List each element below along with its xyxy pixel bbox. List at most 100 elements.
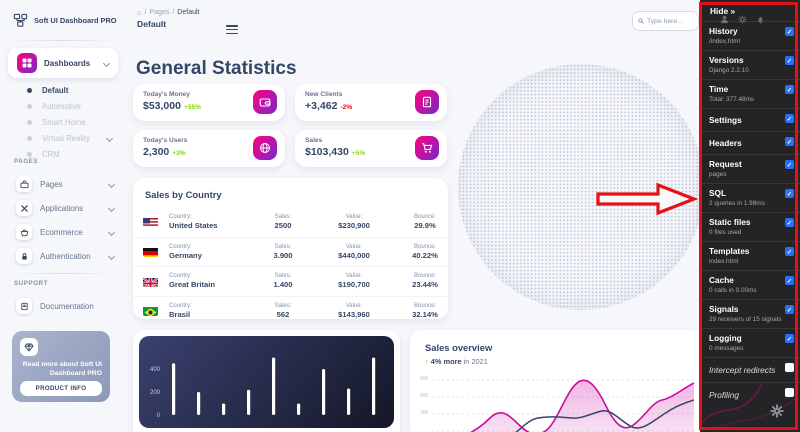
globe-icon bbox=[253, 136, 277, 160]
panel-label[interactable]: Versions bbox=[709, 55, 744, 65]
sidebar-item-default[interactable]: Default bbox=[0, 82, 126, 98]
flag-germany-icon bbox=[143, 246, 158, 258]
djdt-panel-history[interactable]: History/index.html bbox=[700, 21, 800, 50]
stat-label: Today's Money bbox=[143, 91, 190, 98]
bar-chart-panel: 0 200 400 bbox=[139, 336, 394, 428]
panel-checkbox[interactable] bbox=[785, 305, 794, 314]
page-title: Default bbox=[137, 19, 167, 29]
djdt-panel-static-files[interactable]: Static files 0 files used bbox=[700, 212, 800, 241]
panel-checkbox[interactable] bbox=[785, 276, 794, 285]
card-subtitle: ↑ 4% more in 2021 bbox=[425, 357, 488, 366]
breadcrumb-separator: / bbox=[172, 9, 175, 16]
table-row: Country: United States Sales: 2500 Value: $… bbox=[133, 207, 448, 237]
value-value: $143,960 bbox=[338, 309, 370, 319]
panel-checkbox[interactable] bbox=[785, 334, 794, 343]
svg-text:0: 0 bbox=[157, 413, 161, 419]
col-label: Value: bbox=[345, 273, 363, 280]
sidebar-item-label: Automotive bbox=[42, 101, 82, 111]
header-ghost-icons bbox=[720, 15, 765, 24]
panel-label[interactable]: Headers bbox=[709, 138, 742, 148]
panel-checkbox[interactable] bbox=[785, 247, 794, 256]
panel-label[interactable]: Signals bbox=[709, 304, 739, 314]
panel-checkbox[interactable] bbox=[785, 218, 794, 227]
panel-checkbox[interactable] bbox=[785, 160, 794, 169]
stat-value: 2,300 bbox=[143, 146, 170, 158]
djdt-panel-templates[interactable]: Templates index.html bbox=[700, 241, 800, 270]
col-label: Sales: bbox=[274, 243, 292, 250]
panel-checkbox[interactable] bbox=[785, 27, 794, 36]
home-icon[interactable] bbox=[137, 8, 142, 17]
panel-label[interactable]: History bbox=[709, 26, 738, 36]
wallet-icon bbox=[253, 90, 277, 114]
sidebar-item-smart-home[interactable]: Smart Home bbox=[0, 114, 126, 130]
col-label: Value: bbox=[345, 243, 363, 250]
col-label: Value: bbox=[345, 213, 363, 220]
panel-sub: /index.html bbox=[709, 38, 740, 45]
panel-checkbox[interactable] bbox=[785, 56, 794, 65]
breadcrumb-separator: / bbox=[144, 9, 147, 16]
sidebar-item-authentication[interactable]: Authentication bbox=[0, 244, 126, 268]
section-title: General Statistics bbox=[136, 58, 297, 79]
panel-label[interactable]: Time bbox=[709, 84, 729, 94]
col-label: Country: bbox=[169, 213, 192, 220]
section-label-pages: PAGES bbox=[14, 158, 39, 165]
panel-sub: 2 queries in 1.98ms bbox=[709, 200, 765, 207]
djdt-panel-sql[interactable]: SQL 2 queries in 1.98ms bbox=[700, 183, 800, 212]
panel-label[interactable]: Profiling bbox=[709, 390, 739, 400]
panel-checkbox[interactable] bbox=[785, 388, 794, 397]
sidebar-item-crm[interactable]: CRM bbox=[0, 146, 126, 162]
sales-by-country-card: Sales by Country Country: United States S… bbox=[133, 178, 448, 319]
panel-label[interactable]: Intercept redirects bbox=[709, 365, 776, 375]
djdt-panel-profiling[interactable]: Profiling bbox=[700, 382, 800, 407]
product-info-button[interactable]: PRODUCT INFO bbox=[20, 381, 102, 396]
panel-checkbox[interactable] bbox=[785, 137, 794, 146]
djdt-panel-settings[interactable]: Settings bbox=[700, 108, 800, 131]
panel-label[interactable]: Static files bbox=[709, 217, 751, 227]
stat-label: Sales bbox=[305, 137, 323, 144]
djdt-panel-signals[interactable]: Signals 29 receivers of 15 signals bbox=[700, 299, 800, 328]
hamburger-menu-icon[interactable] bbox=[226, 25, 238, 36]
djdt-panel-cache[interactable]: Cache 0 calls in 0.00ms bbox=[700, 270, 800, 299]
flag-brasil-icon bbox=[143, 305, 158, 317]
sidebar-item-dashboards[interactable]: Dashboards bbox=[8, 48, 118, 78]
chevron-down-icon bbox=[107, 204, 116, 212]
breadcrumb-root[interactable]: Pages bbox=[149, 9, 170, 16]
sidebar-item-automotive[interactable]: Automotive bbox=[0, 98, 126, 114]
settings-gear-icon[interactable] bbox=[770, 404, 784, 418]
djdt-panel-versions[interactable]: Versions Django 2.2.10 bbox=[700, 50, 800, 79]
lock-icon bbox=[16, 248, 32, 264]
bullet-icon bbox=[27, 87, 32, 93]
panel-label[interactable]: Cache bbox=[709, 275, 734, 285]
djdt-hide-button[interactable]: Hide » bbox=[710, 6, 736, 16]
table-row: Country: Germany Sales: 3.900 Value: $440,0… bbox=[133, 236, 448, 267]
djdt-panel-headers[interactable]: Headers bbox=[700, 131, 800, 154]
panel-checkbox[interactable] bbox=[785, 85, 794, 94]
search-input[interactable] bbox=[647, 17, 693, 25]
panel-label[interactable]: Templates bbox=[709, 246, 750, 256]
red-arrow-annotation bbox=[596, 182, 699, 216]
panel-label[interactable]: Logging bbox=[709, 333, 742, 343]
panel-label[interactable]: Request bbox=[709, 159, 742, 169]
stat-value: +3,462 bbox=[305, 100, 338, 112]
sidebar-item-ecommerce[interactable]: Ecommerce bbox=[0, 220, 126, 244]
djdt-panel-logging[interactable]: Logging 0 messages bbox=[700, 328, 800, 357]
sidebar-item-label: Smart Home bbox=[42, 117, 86, 127]
djdt-panel-intercept-redirects[interactable]: Intercept redirects bbox=[700, 357, 800, 382]
sidebar-item-label: Ecommerce bbox=[40, 227, 83, 237]
panel-label[interactable]: Settings bbox=[709, 115, 742, 125]
sidebar-item-applications[interactable]: Applications bbox=[0, 196, 126, 220]
panel-checkbox[interactable] bbox=[785, 363, 794, 372]
panel-label[interactable]: SQL bbox=[709, 188, 727, 198]
djdt-panel-request[interactable]: Request pages bbox=[700, 154, 800, 183]
panel-checkbox[interactable] bbox=[785, 114, 794, 123]
sidebar-item-documentation[interactable]: Documentation bbox=[0, 294, 126, 318]
sidebar-item-virtual-reality[interactable]: Virtual Reality bbox=[0, 130, 126, 146]
panel-checkbox[interactable] bbox=[785, 189, 794, 198]
chevron-down-icon bbox=[107, 228, 116, 236]
djdt-panel-time[interactable]: Time Total: 377.48ms bbox=[700, 79, 800, 108]
stat-value: $53,000 bbox=[143, 100, 181, 112]
col-label: Bounce: bbox=[413, 273, 437, 280]
promo-text: Read more about Soft UI Dashboard PRO bbox=[22, 361, 102, 377]
brand[interactable]: Soft UI Dashboard PRO bbox=[13, 13, 117, 28]
sidebar-item-pages[interactable]: Pages bbox=[0, 172, 126, 196]
